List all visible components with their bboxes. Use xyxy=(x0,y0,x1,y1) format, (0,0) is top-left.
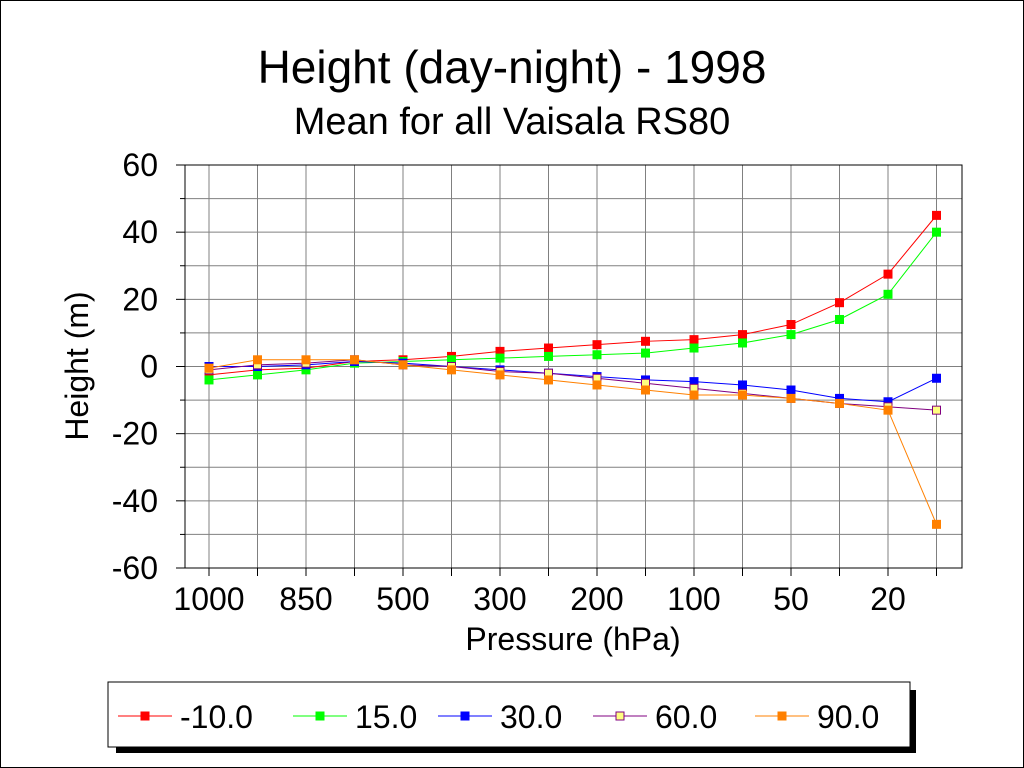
x-tick-label: 50 xyxy=(773,581,809,617)
data-point xyxy=(786,393,796,403)
data-point xyxy=(592,350,602,360)
y-tick-label: 40 xyxy=(122,214,158,250)
legend-label: 90.0 xyxy=(817,699,879,735)
data-point xyxy=(835,314,844,324)
legend-item--10.0: -10.0 xyxy=(118,699,253,735)
x-tick-label: 100 xyxy=(667,581,720,617)
legend-label: -10.0 xyxy=(180,699,253,735)
data-point xyxy=(495,353,505,363)
y-tick-label: 0 xyxy=(140,349,158,385)
data-point xyxy=(835,398,844,408)
data-point xyxy=(738,380,747,390)
legend-item-30.0: 30.0 xyxy=(438,699,562,735)
legend-label: 60.0 xyxy=(655,699,717,735)
legend-swatch-marker xyxy=(777,711,787,721)
data-point xyxy=(544,343,553,353)
x-tick-label: 300 xyxy=(473,581,526,617)
y-tick-label: -60 xyxy=(112,550,158,586)
series-line xyxy=(209,360,937,403)
series-15.0 xyxy=(204,227,941,385)
legend-label: 15.0 xyxy=(355,699,417,735)
data-point xyxy=(204,375,214,385)
data-point xyxy=(883,289,893,299)
data-point xyxy=(301,355,311,365)
chart-title: Height (day-night) - 1998 xyxy=(258,41,767,93)
x-tick-label: 1000 xyxy=(173,581,244,617)
series-line xyxy=(208,359,937,525)
chart-subtitle: Mean for all Vaisala RS80 xyxy=(294,101,731,143)
data-point xyxy=(253,370,262,380)
data-point xyxy=(641,336,650,346)
data-point xyxy=(447,365,456,375)
x-tick-label: 20 xyxy=(870,581,906,617)
grid xyxy=(185,164,962,569)
series-line xyxy=(208,231,937,381)
y-tick-label: 60 xyxy=(122,147,158,183)
x-tick-label: 200 xyxy=(570,581,623,617)
x-tick-label: 500 xyxy=(376,581,429,617)
data-point xyxy=(350,355,359,365)
data-point xyxy=(835,298,844,308)
data-point xyxy=(932,210,941,220)
data-point xyxy=(253,355,262,365)
x-tick-label: 850 xyxy=(279,581,332,617)
legend-box xyxy=(107,681,911,748)
data-point xyxy=(544,375,553,385)
data-point xyxy=(932,519,941,529)
y-tick-label: -40 xyxy=(112,483,158,519)
data-point xyxy=(786,385,796,395)
data-point xyxy=(738,338,747,348)
data-point xyxy=(641,348,650,358)
x-axis-ticks: 1000 850 500 300 200 100 50 20 xyxy=(173,568,937,617)
data-point xyxy=(689,343,699,353)
legend-label: 30.0 xyxy=(500,699,562,735)
legend-item-90.0: 90.0 xyxy=(755,699,879,735)
data-point xyxy=(932,405,941,415)
legend-swatch-marker xyxy=(615,711,625,721)
data-point xyxy=(641,385,650,395)
series--10.0 xyxy=(204,210,941,380)
legend: -10.0 15.0 30.0 60.0 90.0 xyxy=(107,681,916,753)
data-point xyxy=(786,330,796,340)
series-90.0 xyxy=(204,355,941,529)
data-point xyxy=(204,363,214,373)
legend-item-60.0: 60.0 xyxy=(593,699,717,735)
y-axis-label: Height (m) xyxy=(59,291,95,440)
legend-item-15.0: 15.0 xyxy=(293,699,417,735)
legend-swatch-marker xyxy=(315,711,325,721)
legend-swatch-marker xyxy=(460,711,470,721)
data-point xyxy=(738,330,747,340)
x-axis-label: Pressure (hPa) xyxy=(465,621,680,657)
y-tick-label: -20 xyxy=(112,416,158,452)
data-point xyxy=(544,351,553,361)
y-tick-label: 20 xyxy=(122,281,158,317)
data-point xyxy=(932,373,941,383)
data-point xyxy=(932,227,941,237)
data-point xyxy=(495,370,505,380)
data-point xyxy=(689,335,699,345)
series-layer xyxy=(204,210,941,529)
data-point xyxy=(592,340,602,350)
series-line xyxy=(208,215,937,376)
series-30.0 xyxy=(204,356,941,407)
data-point xyxy=(592,380,602,390)
legend-swatch-marker xyxy=(140,711,150,721)
data-point xyxy=(883,269,893,279)
data-point xyxy=(883,405,893,415)
data-point xyxy=(786,320,796,330)
data-point xyxy=(738,390,747,400)
data-point xyxy=(398,360,408,370)
y-axis-ticks: 60 40 20 0 -20 -40 -60 xyxy=(112,147,185,586)
data-point xyxy=(689,390,699,400)
